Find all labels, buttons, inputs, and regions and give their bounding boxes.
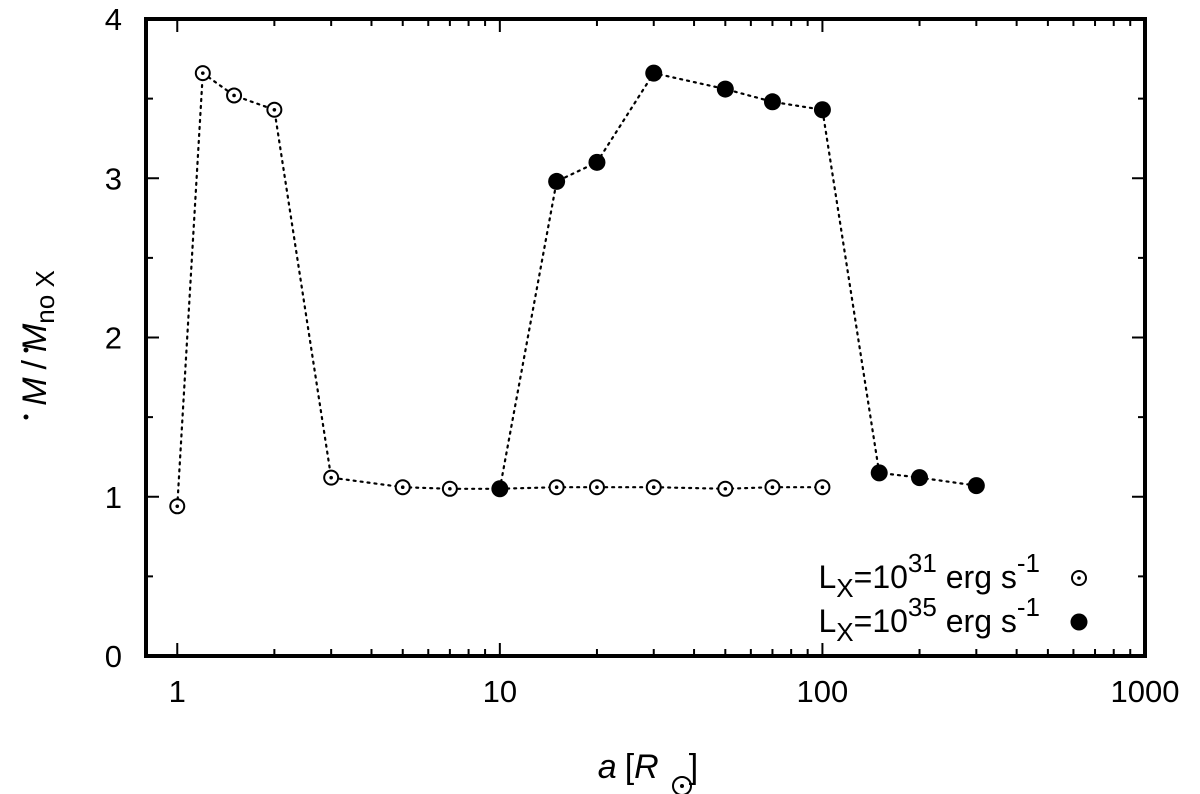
data-point-open	[645, 479, 662, 496]
series-line-0	[176, 71, 824, 508]
y-tick-label: 3	[105, 161, 122, 196]
data-point-open	[764, 479, 781, 496]
data-point-open	[717, 480, 734, 497]
data-point-open	[226, 87, 243, 104]
x-tick-label: 1000	[1111, 674, 1180, 709]
data-point-filled	[548, 172, 566, 190]
data-point-open	[169, 498, 186, 515]
data-point-filled	[813, 101, 831, 119]
data-point-filled	[588, 153, 606, 171]
legend-marker-open	[1071, 570, 1087, 586]
x-axis-label: a [R]	[598, 748, 698, 786]
legend-label-lx35: LX=1035 erg s-1	[819, 592, 1041, 647]
series-line-1	[498, 71, 978, 490]
data-point-filled	[911, 469, 929, 487]
data-point-filled	[967, 477, 985, 495]
data-point-open	[194, 65, 211, 82]
legend: LX=1031 erg s-1 LX=1035 erg s-1	[819, 548, 1088, 647]
y-tick-label: 1	[105, 480, 122, 515]
x-tick-label: 100	[797, 674, 849, 709]
svg-text:M/Mno X: M/Mno X	[16, 270, 60, 406]
sun-symbol-icon	[672, 776, 692, 794]
legend-marker-filled	[1070, 613, 1088, 631]
plot-series	[169, 64, 985, 515]
data-point-open	[814, 479, 831, 496]
y-tick-label: 2	[105, 321, 122, 356]
x-tick-label: 1	[169, 674, 186, 709]
tick-labels: 1 10 100 1000 0 1 2 3 4	[105, 2, 1180, 709]
x-axis-var: a	[598, 748, 617, 786]
data-point-filled	[870, 464, 888, 482]
x-axis-unit: R	[634, 748, 659, 786]
y-tick-label: 4	[105, 2, 122, 37]
y-axis-label: M/Mno X	[16, 270, 60, 406]
plot-frame	[144, 17, 1147, 658]
data-point-filled	[645, 64, 663, 82]
legend-label-lx31: LX=1031 erg s-1	[819, 548, 1041, 603]
data-point-open	[266, 101, 283, 118]
y-tick-label: 0	[105, 639, 122, 674]
data-point-filled	[491, 480, 509, 498]
data-point-open	[548, 479, 565, 496]
data-point-open	[323, 469, 340, 486]
x-tick-label: 10	[483, 674, 517, 709]
data-point-open	[394, 479, 411, 496]
data-point-open	[588, 479, 605, 496]
y-axis-dot-marks	[23, 347, 29, 420]
data-point-filled	[716, 80, 734, 98]
data-point-filled	[763, 93, 781, 111]
data-point-open	[441, 480, 458, 497]
